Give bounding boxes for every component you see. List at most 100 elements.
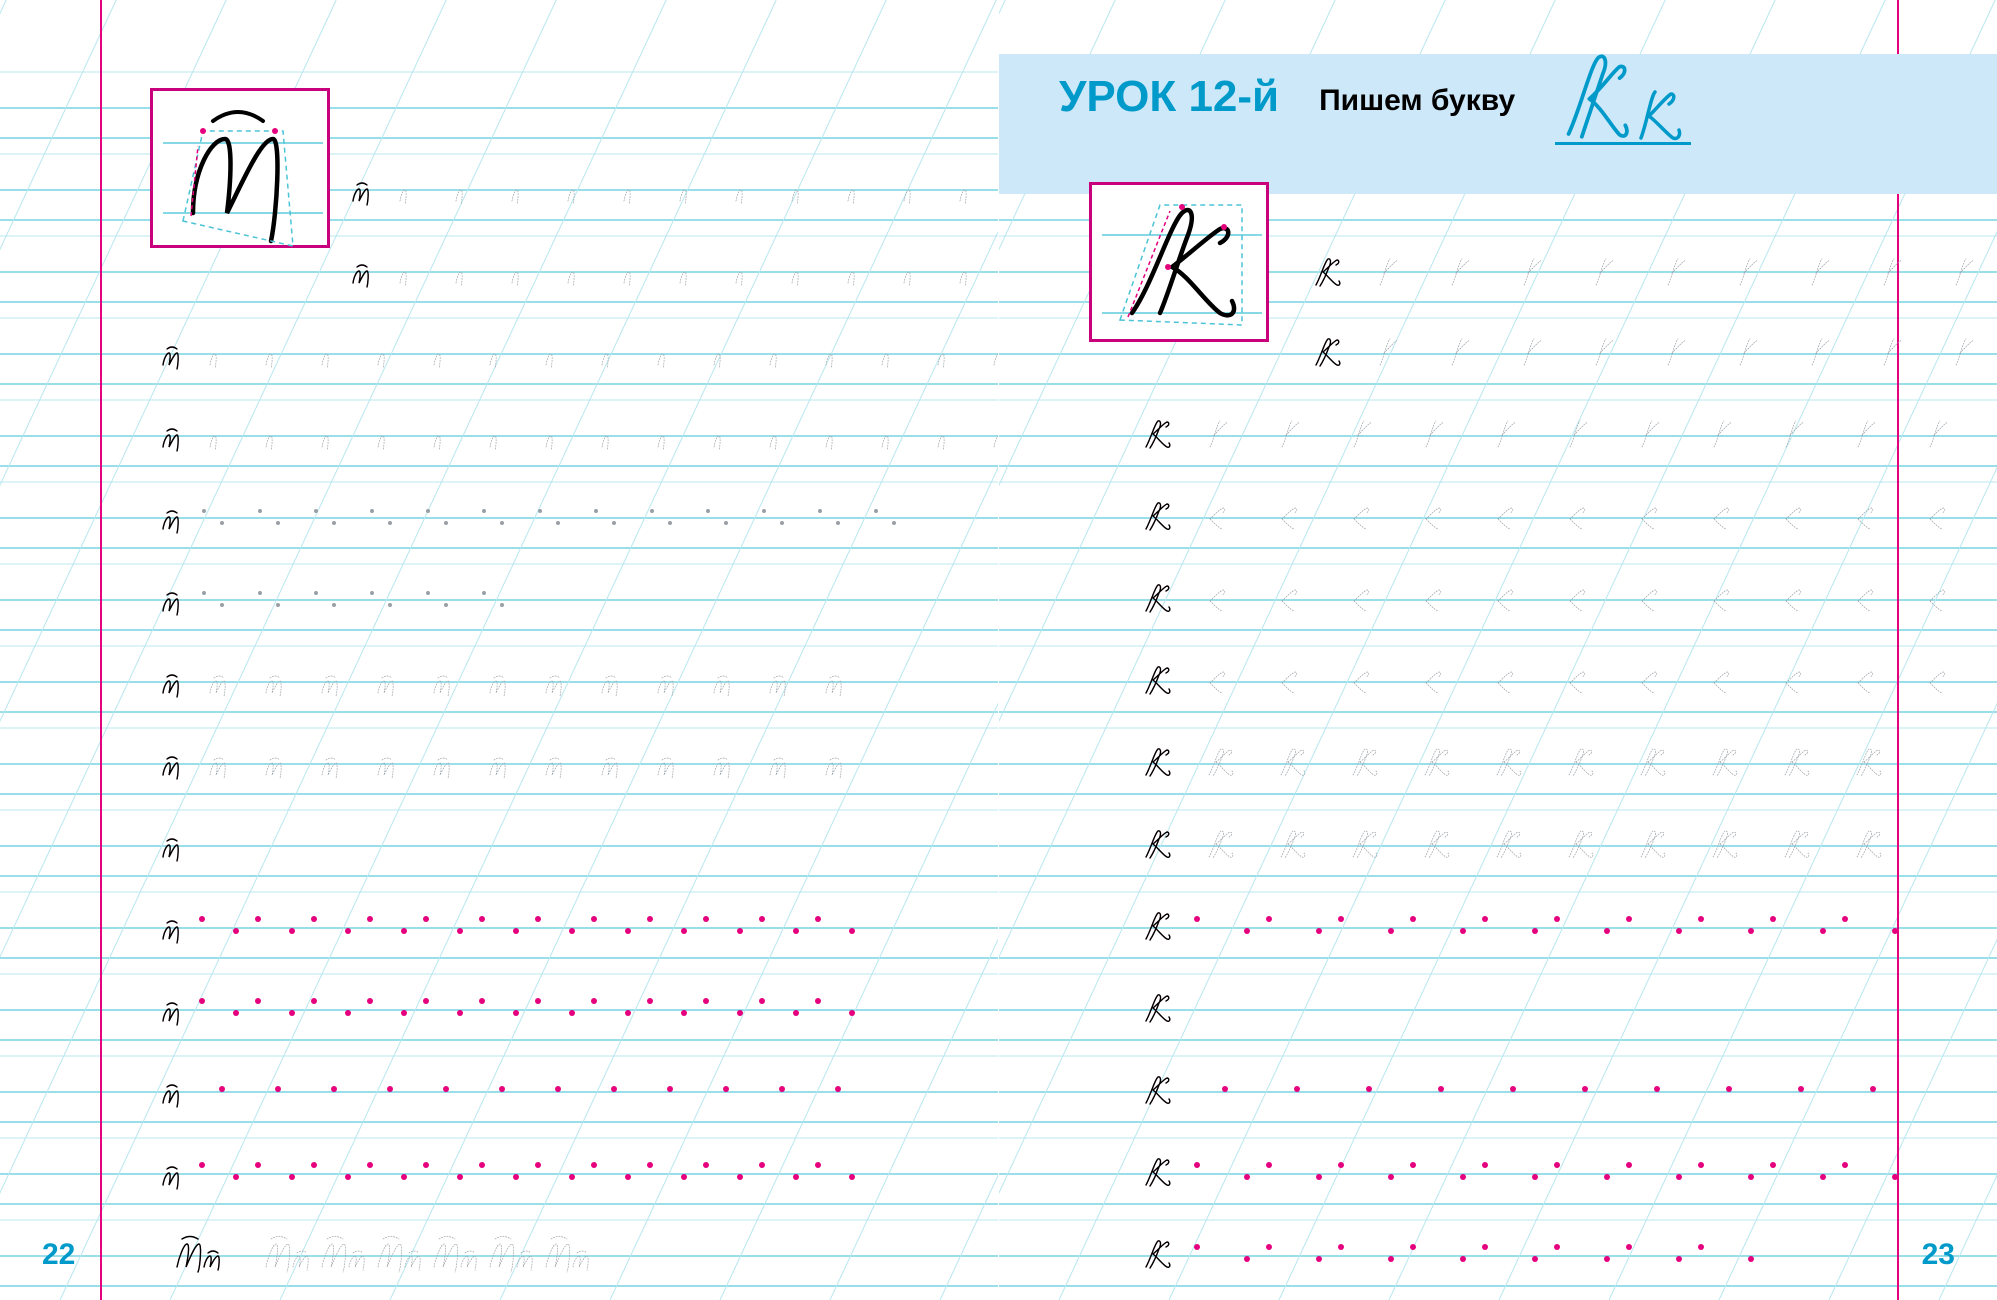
lead-glyph	[1299, 251, 1359, 296]
trace-glyph	[1189, 577, 1261, 622]
trace-glyph	[1909, 577, 1981, 622]
practice-row	[999, 552, 1997, 622]
trace-glyph	[1477, 413, 1549, 458]
trace-glyph	[250, 501, 306, 540]
trace-glyph	[642, 741, 698, 786]
trace-glyph	[642, 1157, 698, 1196]
trace-glyph	[698, 659, 754, 704]
trace-glyph	[1477, 1075, 1549, 1114]
lead-glyph	[1129, 1069, 1189, 1114]
trace-glyph	[944, 249, 998, 294]
trace-glyph	[1477, 659, 1549, 704]
trace-glyph	[552, 249, 608, 294]
practice-row	[999, 470, 1997, 540]
trace-glyph	[250, 823, 306, 868]
trace-glyph	[306, 911, 362, 950]
trace-glyph	[1549, 1075, 1621, 1114]
trace-glyph	[306, 1075, 362, 1114]
trace-glyph	[754, 501, 810, 540]
trace-glyph	[1261, 741, 1333, 786]
right-page: УРОК 12-й Пишем букву 23	[999, 0, 1997, 1300]
trace-glyph	[194, 1075, 250, 1114]
trace-glyph	[306, 1233, 362, 1278]
trace-glyph	[866, 501, 922, 540]
trace-glyph	[530, 741, 586, 786]
trace-glyph	[888, 249, 944, 294]
trace-glyph	[1261, 577, 1333, 622]
trace-glyph	[362, 1075, 418, 1114]
trace-glyph	[530, 413, 586, 458]
trace-glyph	[362, 911, 418, 950]
trace-glyph	[810, 659, 866, 704]
trace-glyph	[810, 993, 866, 1032]
trace-glyph	[418, 501, 474, 540]
trace-glyph	[1837, 413, 1909, 458]
trace-glyph	[1621, 577, 1693, 622]
trace-glyph	[1189, 495, 1261, 540]
trace-glyph	[754, 993, 810, 1032]
trace-glyph	[250, 1233, 306, 1278]
trace-glyph	[1647, 331, 1719, 376]
trace-glyph	[250, 331, 306, 376]
trace-glyph	[776, 249, 832, 294]
trace-glyph	[250, 741, 306, 786]
trace-glyph	[1189, 987, 1261, 1032]
trace-glyph	[1333, 911, 1405, 950]
trace-glyph	[810, 741, 866, 786]
trace-glyph	[250, 1157, 306, 1196]
trace-glyph	[642, 331, 698, 376]
trace-glyph	[586, 331, 642, 376]
trace-glyph	[1765, 987, 1837, 1032]
trace-glyph	[586, 911, 642, 950]
lesson-title: УРОК 12-й	[1059, 72, 1279, 122]
trace-glyph	[194, 501, 250, 540]
trace-glyph	[1503, 251, 1575, 296]
trace-glyph	[1837, 823, 1909, 868]
lesson-header: УРОК 12-й Пишем букву	[999, 54, 1997, 194]
practice-row	[999, 880, 1997, 950]
trace-glyph	[832, 167, 888, 212]
lead-glyph	[150, 1151, 194, 1196]
practice-row	[0, 1208, 998, 1278]
trace-glyph	[1333, 1239, 1405, 1278]
trace-glyph	[1405, 987, 1477, 1032]
trace-glyph	[1981, 659, 1997, 704]
trace-glyph	[418, 993, 474, 1032]
trace-glyph	[194, 1157, 250, 1196]
trace-glyph	[1837, 987, 1909, 1032]
lead-glyph	[1129, 823, 1189, 868]
trace-glyph	[1837, 1157, 1909, 1196]
trace-glyph	[530, 993, 586, 1032]
lead-glyph	[150, 577, 194, 622]
trace-glyph	[1693, 911, 1765, 950]
trace-glyph	[1909, 413, 1981, 458]
trace-glyph	[1621, 911, 1693, 950]
trace-glyph	[1693, 659, 1765, 704]
trace-glyph	[810, 413, 866, 458]
trace-glyph	[1477, 987, 1549, 1032]
trace-glyph	[1405, 413, 1477, 458]
trace-glyph	[1549, 741, 1621, 786]
trace-glyph	[362, 583, 418, 622]
trace-glyph	[194, 993, 250, 1032]
trace-glyph	[1765, 1157, 1837, 1196]
trace-glyph	[1837, 911, 1909, 950]
trace-glyph	[306, 1157, 362, 1196]
lead-glyph	[340, 167, 384, 212]
trace-glyph	[1693, 1075, 1765, 1114]
trace-glyph	[1765, 577, 1837, 622]
trace-glyph	[664, 167, 720, 212]
trace-glyph	[1333, 577, 1405, 622]
trace-glyph	[1765, 741, 1837, 786]
practice-row	[0, 306, 998, 376]
practice-row	[999, 226, 1997, 296]
trace-glyph	[194, 583, 250, 622]
trace-glyph	[530, 1233, 586, 1278]
practice-row	[0, 798, 998, 868]
trace-glyph	[866, 331, 922, 376]
trace-glyph	[1333, 741, 1405, 786]
trace-glyph	[306, 823, 362, 868]
trace-glyph	[1405, 495, 1477, 540]
trace-glyph	[586, 823, 642, 868]
trace-glyph	[418, 331, 474, 376]
